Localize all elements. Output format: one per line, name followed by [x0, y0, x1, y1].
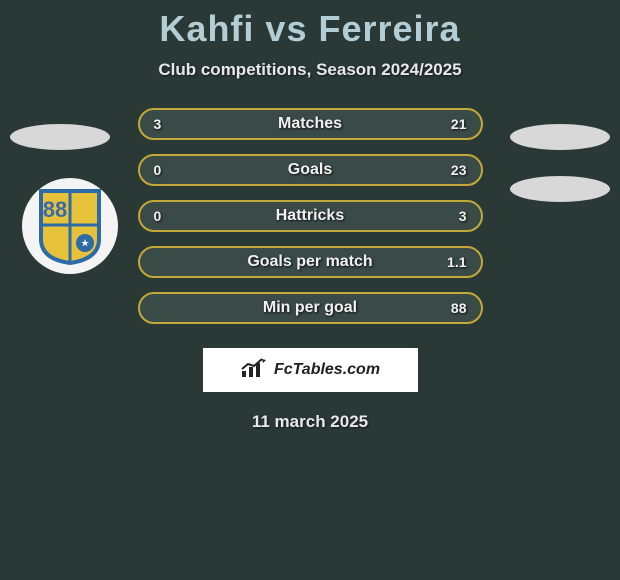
brand-attribution: FcTables.com	[203, 348, 418, 392]
stats-list: 3 Matches 21 0 Goals 23 0 Hattricks 3 Go…	[138, 108, 483, 324]
date-label: 11 march 2025	[252, 412, 368, 432]
stat-label: Min per goal	[140, 299, 481, 317]
stat-label: Goals per match	[140, 253, 481, 271]
player-placeholder-right-2	[510, 176, 610, 202]
stat-label: Hattricks	[140, 207, 481, 225]
club-badge: 88	[22, 178, 118, 274]
stat-label: Matches	[140, 115, 481, 133]
stat-row: Goals per match 1.1	[138, 246, 483, 278]
page-title: Kahfi vs Ferreira	[159, 8, 460, 50]
stat-left-value: 0	[154, 208, 162, 224]
stat-label: Goals	[140, 161, 481, 179]
subtitle: Club competitions, Season 2024/2025	[158, 60, 461, 80]
chart-icon	[240, 357, 268, 384]
stat-row: 0 Goals 23	[138, 154, 483, 186]
player-placeholder-left	[10, 124, 110, 150]
player-placeholder-right-1	[510, 124, 610, 150]
stat-right-value: 3	[459, 208, 467, 224]
stat-row: Min per goal 88	[138, 292, 483, 324]
stat-left-value: 3	[154, 116, 162, 132]
stat-right-value: 1.1	[447, 254, 466, 270]
badge-number: 88	[43, 197, 67, 222]
stat-right-value: 23	[451, 162, 467, 178]
stat-right-value: 21	[451, 116, 467, 132]
stat-left-value: 0	[154, 162, 162, 178]
shield-icon: 88	[37, 187, 103, 265]
stat-row: 0 Hattricks 3	[138, 200, 483, 232]
stat-right-value: 88	[451, 300, 467, 316]
stat-row: 3 Matches 21	[138, 108, 483, 140]
brand-text: FcTables.com	[274, 361, 380, 379]
